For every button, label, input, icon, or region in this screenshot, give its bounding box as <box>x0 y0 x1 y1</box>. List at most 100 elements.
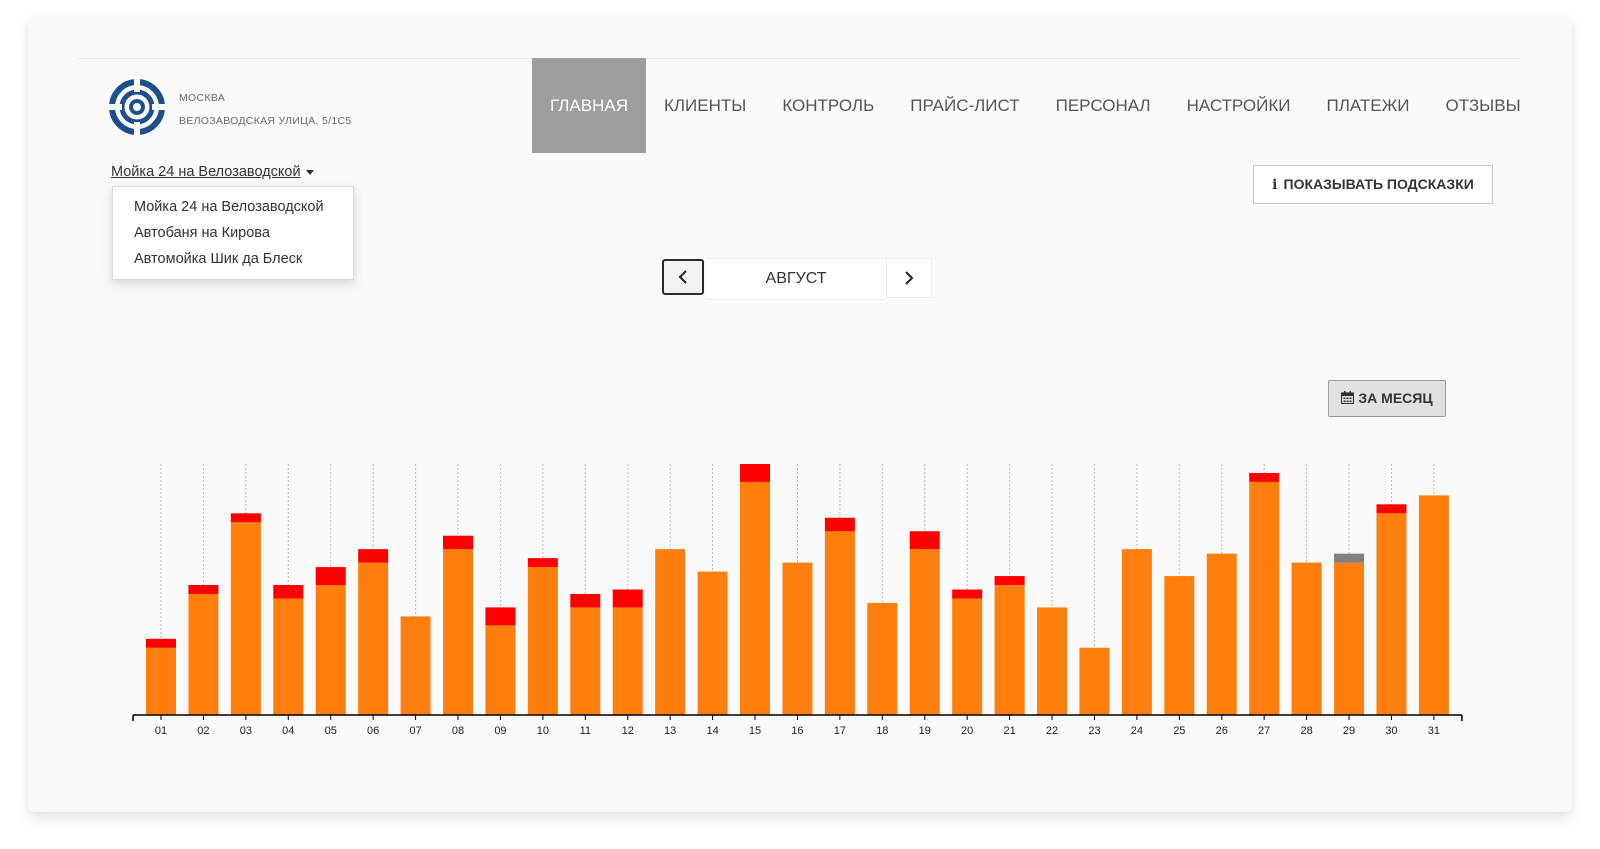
location-dropdown-menu: Мойка 24 на Велозаводской Автобаня на Ки… <box>112 186 354 280</box>
chevron-right-icon <box>905 271 914 285</box>
prev-month-button[interactable] <box>662 259 704 295</box>
bar-20-segment-1 <box>952 589 983 599</box>
location-select-label: Мойка 24 на Велозаводской <box>111 164 301 180</box>
dropdown-option-velozavodskaya[interactable]: Мойка 24 на Велозаводской <box>134 199 324 215</box>
x-tick-label-26: 26 <box>1216 725 1228 737</box>
x-tick-label-08: 08 <box>452 725 464 737</box>
bar-15-segment-0 <box>740 481 771 715</box>
x-tick-label-22: 22 <box>1046 725 1058 737</box>
x-tick-label-11: 11 <box>580 725 591 737</box>
dropdown-option-kirova[interactable]: Автобаня на Кирова <box>134 225 270 241</box>
show-hints-button[interactable]: i ПОКАЗЫВАТЬ ПОДСКАЗКИ <box>1253 165 1493 204</box>
x-tick-label-20: 20 <box>961 725 973 737</box>
x-tick-label-21: 21 <box>1003 725 1015 737</box>
bar-12-segment-1 <box>612 589 643 608</box>
bar-27-segment-1 <box>1249 472 1280 482</box>
bar-05-segment-1 <box>315 567 346 586</box>
header-divider <box>78 58 1520 59</box>
calendar-icon <box>1341 391 1355 405</box>
x-tick-label-16: 16 <box>791 725 803 737</box>
bar-13-segment-0 <box>655 549 686 715</box>
bar-23-segment-0 <box>1079 647 1110 715</box>
x-tick-label-30: 30 <box>1385 725 1397 737</box>
location-select[interactable]: Мойка 24 на Велозаводской <box>111 164 314 180</box>
per-month-button[interactable]: ЗА МЕСЯЦ <box>1328 380 1446 417</box>
bar-19-segment-1 <box>909 531 940 550</box>
nav-item-settings[interactable]: НАСТРОЙКИ <box>1186 96 1291 115</box>
dropdown-option-shik-da-blesk[interactable]: Автомойка Шик да Блеск <box>134 251 303 267</box>
bar-30-segment-1 <box>1376 504 1407 514</box>
nav-item-payments[interactable]: ПЛАТЕЖИ <box>1326 96 1410 115</box>
bar-16-segment-0 <box>782 562 813 715</box>
x-tick-label-06: 06 <box>367 725 379 737</box>
bar-06-segment-0 <box>358 562 389 715</box>
x-tick-label-19: 19 <box>919 725 931 737</box>
bar-02-segment-1 <box>188 585 219 594</box>
x-tick-label-28: 28 <box>1300 725 1312 737</box>
x-tick-label-14: 14 <box>706 725 718 737</box>
bar-11-segment-0 <box>570 607 601 715</box>
bar-15-segment-1 <box>740 464 771 482</box>
bar-19-segment-0 <box>909 549 940 715</box>
nav-item-main[interactable]: ГЛАВНАЯ <box>532 58 646 153</box>
x-tick-label-29: 29 <box>1343 725 1355 737</box>
bar-26-segment-0 <box>1206 553 1237 715</box>
bar-21-segment-1 <box>994 576 1025 586</box>
bar-24-segment-0 <box>1121 549 1152 715</box>
nav-item-clients[interactable]: КЛИЕНТЫ <box>663 96 747 115</box>
nav-item-price-list[interactable]: ПРАЙС-ЛИСТ <box>910 96 1020 115</box>
bar-17-segment-0 <box>824 531 855 715</box>
x-tick-label-13: 13 <box>664 725 676 737</box>
caret-down-icon <box>305 169 314 175</box>
x-tick-label-18: 18 <box>876 725 888 737</box>
bar-03-segment-0 <box>230 522 261 715</box>
month-navigator: АВГУСТ <box>662 258 932 300</box>
concentric-circle-logo[interactable] <box>108 78 166 136</box>
bar-01-segment-1 <box>146 638 176 648</box>
chevron-left-icon <box>678 270 687 284</box>
bar-12-segment-0 <box>612 607 643 715</box>
bar-27-segment-0 <box>1249 481 1280 715</box>
bar-14-segment-0 <box>697 571 728 715</box>
x-tick-label-01: 01 <box>155 725 167 737</box>
bar-04-segment-0 <box>273 598 304 715</box>
x-tick-label-24: 24 <box>1131 725 1143 737</box>
bar-21-segment-0 <box>994 585 1025 715</box>
x-tick-label-15: 15 <box>749 725 761 737</box>
bar-09-segment-1 <box>485 607 516 626</box>
city-label: МОСКВА <box>179 92 226 104</box>
x-tick-label-10: 10 <box>537 725 549 737</box>
bar-17-segment-1 <box>824 517 855 532</box>
x-tick-label-02: 02 <box>197 725 209 737</box>
x-tick-label-27: 27 <box>1258 725 1270 737</box>
nav-item-reviews[interactable]: ОТЗЫВЫ <box>1445 96 1521 115</box>
bar-02-segment-0 <box>188 593 219 715</box>
x-tick-label-12: 12 <box>622 725 634 737</box>
bar-29-segment-2 <box>1334 553 1365 563</box>
bar-28-segment-0 <box>1291 562 1322 715</box>
bar-30-segment-0 <box>1376 513 1407 715</box>
x-tick-label-03: 03 <box>240 725 252 737</box>
bar-18-segment-0 <box>867 602 898 715</box>
x-tick-label-05: 05 <box>325 725 337 737</box>
bar-22-segment-0 <box>1037 607 1068 715</box>
nav-item-staff[interactable]: ПЕРСОНАЛ <box>1055 96 1151 115</box>
bar-08-segment-1 <box>443 535 474 550</box>
bar-10-segment-0 <box>527 567 558 715</box>
bar-09-segment-0 <box>485 625 516 715</box>
bar-05-segment-0 <box>315 585 346 715</box>
address-label: ВЕЛОЗАВОДСКАЯ УЛИЦА, 5/1С5 <box>179 115 352 127</box>
show-hints-label: ПОКАЗЫВАТЬ ПОДСКАЗКИ <box>1283 176 1474 192</box>
info-icon: i <box>1272 177 1278 193</box>
current-month-label: АВГУСТ <box>706 258 886 300</box>
main-nav: ГЛАВНАЯ КЛИЕНТЫ КОНТРОЛЬ ПРАЙС-ЛИСТ ПЕРС… <box>532 58 1539 153</box>
nav-item-control[interactable]: КОНТРОЛЬ <box>782 96 875 115</box>
x-tick-label-17: 17 <box>834 725 846 737</box>
next-month-button[interactable] <box>886 258 932 298</box>
x-tick-label-25: 25 <box>1173 725 1185 737</box>
bar-03-segment-1 <box>230 513 261 523</box>
bar-06-segment-1 <box>358 549 389 563</box>
bar-07-segment-0 <box>400 616 431 715</box>
bar-01-segment-0 <box>146 647 176 715</box>
